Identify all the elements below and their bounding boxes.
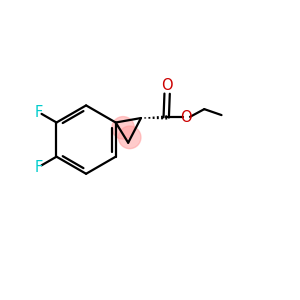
Text: O: O — [181, 110, 192, 125]
Circle shape — [118, 126, 141, 149]
Text: O: O — [161, 78, 173, 93]
Circle shape — [112, 117, 134, 139]
Text: F: F — [34, 105, 43, 120]
Text: F: F — [34, 160, 43, 175]
